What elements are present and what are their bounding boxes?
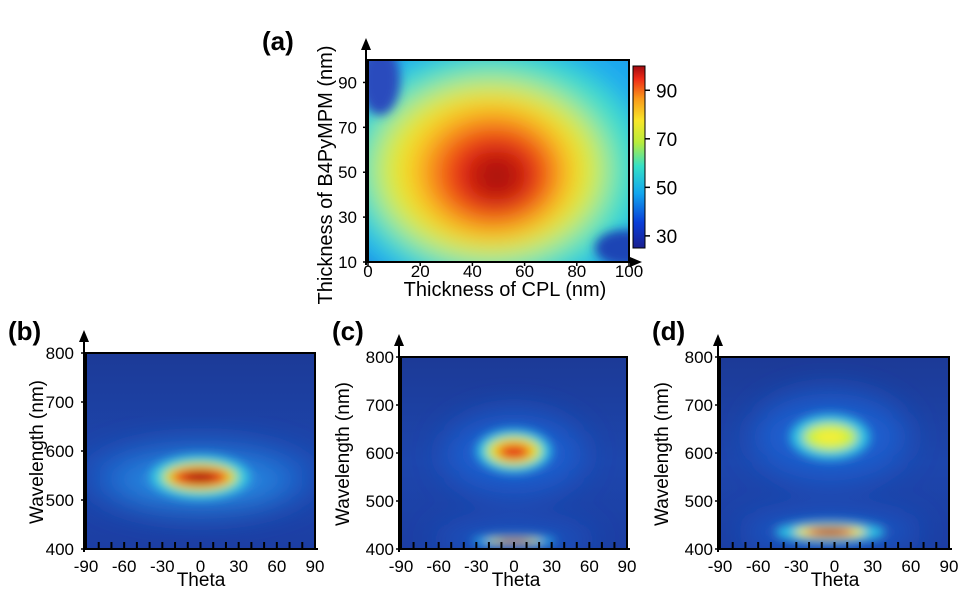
- y-tick-label-c-4: 800: [366, 348, 394, 367]
- y-ticks-d: 400 500 600 700 800: [685, 348, 720, 559]
- y-tick-label-a-2: 50: [338, 163, 357, 182]
- x-tick-label-d-6: 90: [940, 557, 959, 576]
- x-ticks-d: -90 -60 -30 0 30 60 90: [708, 542, 959, 576]
- x-axis-title-c: Theta: [492, 570, 541, 591]
- x-tick-label-c-6: 90: [618, 557, 637, 576]
- x-tick-label-b-1: -60: [112, 557, 137, 576]
- x-tick-label-a-4: 80: [567, 262, 586, 281]
- y-tick-label-b-0: 400: [46, 540, 74, 559]
- x-tick-label-d-3: 0: [830, 557, 839, 576]
- heatmap-c: [401, 357, 627, 549]
- colorbar-ticks: 30 50 70 90: [645, 81, 677, 248]
- panel-d: (d) -90 -60 -30 0 30 60 90 400 500 600 700 800 The…: [652, 316, 958, 591]
- y-ticks-c: 400 500 600 700 800: [366, 348, 401, 559]
- x-tick-label-d-5: 60: [901, 557, 920, 576]
- y-tick-label-c-1: 500: [366, 492, 394, 511]
- y-tick-label-b-2: 600: [46, 442, 74, 461]
- x-tick-label-c-2: -30: [464, 557, 489, 576]
- y-axis-title-b: Wavelength (nm): [27, 380, 48, 524]
- y-tick-label-d-4: 800: [685, 348, 713, 367]
- x-tick-label-b-0: -90: [74, 557, 99, 576]
- y-tick-label-b-1: 500: [46, 491, 74, 510]
- colorbar-tick-label-3: 90: [656, 81, 677, 102]
- y-tick-label-d-0: 400: [685, 540, 713, 559]
- x-tick-label-c-4: 30: [542, 557, 561, 576]
- y-tick-label-b-4: 800: [46, 344, 74, 363]
- heatmap-b: [86, 353, 315, 549]
- panel-label-d: (d): [652, 316, 685, 346]
- y-tick-label-a-0: 10: [338, 253, 357, 272]
- y-tick-label-a-1: 30: [338, 208, 357, 227]
- y-ticks-b: 400 500 600 700 800: [46, 344, 86, 559]
- x-tick-label-b-3: 0: [196, 557, 205, 576]
- x-tick-label-a-2: 40: [463, 262, 482, 281]
- x-tick-label-c-0: -90: [389, 557, 414, 576]
- colorbar-tick-label-0: 30: [656, 227, 677, 248]
- x-tick-label-d-4: 30: [863, 557, 882, 576]
- y-tick-label-d-1: 500: [685, 492, 713, 511]
- heatmap-a: [368, 60, 629, 262]
- x-tick-label-d-0: -90: [708, 557, 733, 576]
- panel-c: (c) -90 -60 -30 0 30 60 90 400 500 600 700 800 The…: [332, 316, 636, 591]
- x-tick-label-a-3: 60: [515, 262, 534, 281]
- y-tick-label-c-2: 600: [366, 444, 394, 463]
- y-tick-label-b-3: 700: [46, 393, 74, 412]
- panel-label-b: (b): [8, 316, 41, 346]
- panel-b: (b) -90 -60 -30 0 30 60 90 400 500 600 700 800 The…: [8, 316, 324, 591]
- y-axis-title-a: Thickness of B4PyMPM (nm): [315, 46, 337, 305]
- x-ticks-a: 0 20 40 60 80 100: [363, 262, 643, 281]
- y-tick-label-a-4: 90: [338, 73, 357, 92]
- panel-label-a: (a): [262, 26, 294, 56]
- x-tick-label-c-5: 60: [580, 557, 599, 576]
- x-axis-title-b: Theta: [177, 570, 226, 591]
- x-tick-label-b-5: 60: [267, 557, 286, 576]
- x-tick-label-a-1: 20: [411, 262, 430, 281]
- x-tick-label-b-4: 30: [229, 557, 248, 576]
- y-ticks-a: 10 30 50 70 90: [338, 73, 368, 272]
- y-tick-label-a-3: 70: [338, 118, 357, 137]
- x-axis-title-a: Thickness of CPL (nm): [404, 279, 607, 301]
- x-ticks-c: -90 -60 -30 0 30 60 90: [389, 542, 637, 576]
- colorbar-tick-label-2: 70: [656, 130, 677, 151]
- colorbar-tick-label-1: 50: [656, 178, 677, 199]
- x-axis-title-d: Theta: [811, 570, 860, 591]
- x-tick-label-c-1: -60: [426, 557, 451, 576]
- y-axis-title-d: Wavelength (nm): [652, 382, 673, 526]
- x-tick-label-b-2: -30: [150, 557, 175, 576]
- panel-label-c: (c): [332, 316, 364, 346]
- colorbar: [632, 65, 646, 249]
- y-tick-label-c-3: 700: [366, 396, 394, 415]
- y-tick-label-c-0: 400: [366, 540, 394, 559]
- x-tick-label-a-5: 100: [615, 262, 643, 281]
- x-tick-label-d-1: -60: [746, 557, 771, 576]
- y-axis-title-c: Wavelength (nm): [333, 382, 354, 526]
- y-tick-label-d-2: 600: [685, 444, 713, 463]
- heatmap-d: [720, 357, 949, 549]
- x-tick-label-a-0: 0: [363, 262, 372, 281]
- x-tick-label-d-2: -30: [784, 557, 809, 576]
- y-tick-label-d-3: 700: [685, 396, 713, 415]
- x-tick-label-b-6: 90: [306, 557, 325, 576]
- x-tick-label-c-3: 0: [509, 557, 518, 576]
- x-ticks-b: -90 -60 -30 0 30 60 90: [74, 542, 325, 576]
